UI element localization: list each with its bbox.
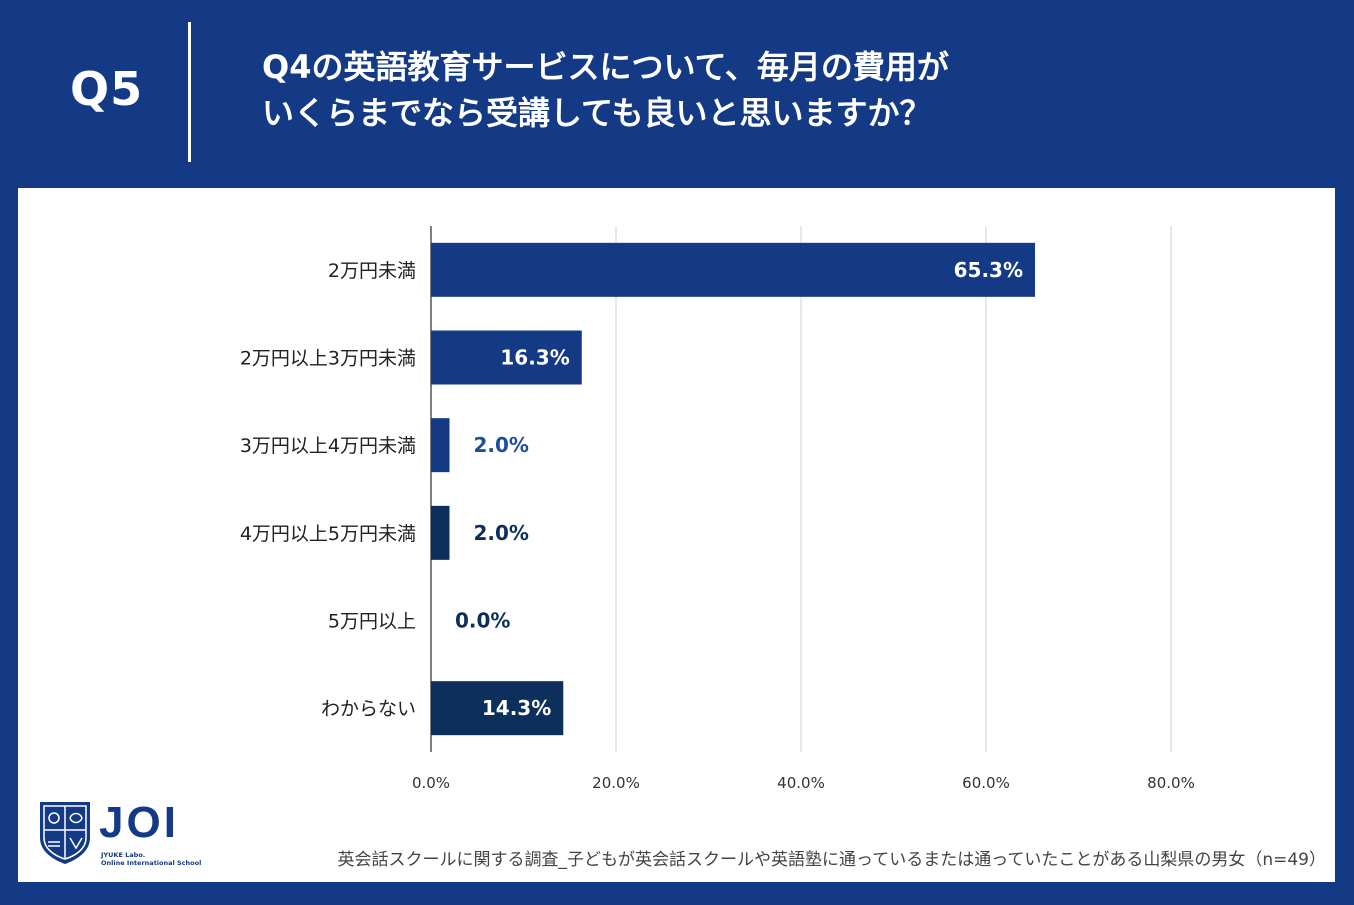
- x-tick-label: 40.0%: [777, 774, 825, 792]
- bar: [431, 418, 450, 473]
- category-label: わからない: [321, 698, 416, 720]
- category-label: 5万円以上: [328, 611, 416, 633]
- logo-subtitle: JYUKE Labo. Online International School: [101, 851, 201, 867]
- logo-subtitle-line-2: Online International School: [101, 859, 202, 867]
- bar: [431, 242, 1036, 297]
- value-label: 2.0%: [474, 521, 529, 545]
- value-label: 16.3%: [500, 346, 569, 370]
- question-text: Q4の英語教育サービスについて、毎月の費用が いくらまでなら受講しても良いと思い…: [262, 44, 1322, 136]
- value-label: 14.3%: [482, 696, 551, 720]
- value-label: 0.0%: [455, 609, 510, 633]
- logo-subtitle-line-1: JYUKE Labo.: [101, 851, 146, 859]
- category-label: 4万円以上5万円未満: [240, 523, 416, 545]
- header-divider: [188, 22, 191, 162]
- grid-layer: [430, 226, 1172, 752]
- category-label: 2万円未満: [328, 260, 416, 282]
- joi-logo: JOI JYUKE Labo. Online International Sch…: [36, 798, 206, 868]
- shield-icon: [40, 802, 90, 864]
- bar: [431, 681, 564, 736]
- question-line-1: Q4の英語教育サービスについて、毎月の費用が: [262, 48, 949, 86]
- bar-layer: [431, 242, 1036, 736]
- bar: [431, 505, 450, 560]
- question-number: Q5: [70, 62, 144, 116]
- chart-panel: [18, 188, 1335, 882]
- x-tick-label: 80.0%: [1147, 774, 1195, 792]
- category-label: 3万円以上4万円未満: [240, 435, 416, 457]
- bar: [431, 330, 582, 385]
- value-label: 2.0%: [474, 433, 529, 457]
- value-label: 65.3%: [954, 258, 1023, 282]
- survey-footnote: 英会話スクールに関する調査_子どもが英会話スクールや英語塾に通っているまたは通っ…: [337, 850, 1326, 870]
- category-label: 2万円以上3万円未満: [240, 348, 416, 370]
- question-header: Q5 Q4の英語教育サービスについて、毎月の費用が いくらまでなら受講しても良い…: [0, 0, 1354, 188]
- logo-wordmark: JOI: [99, 798, 179, 847]
- x-tick-label: 60.0%: [962, 774, 1010, 792]
- label-layer: 0.0% 20.0% 40.0% 60.0% 80.0% 2万円未満 65.3% 2万円以上3…: [240, 258, 1195, 792]
- question-line-2: いくらまでなら受講しても良いと思いますか？: [262, 94, 932, 132]
- x-tick-label: 20.0%: [592, 774, 640, 792]
- x-tick-label: 0.0%: [412, 774, 450, 792]
